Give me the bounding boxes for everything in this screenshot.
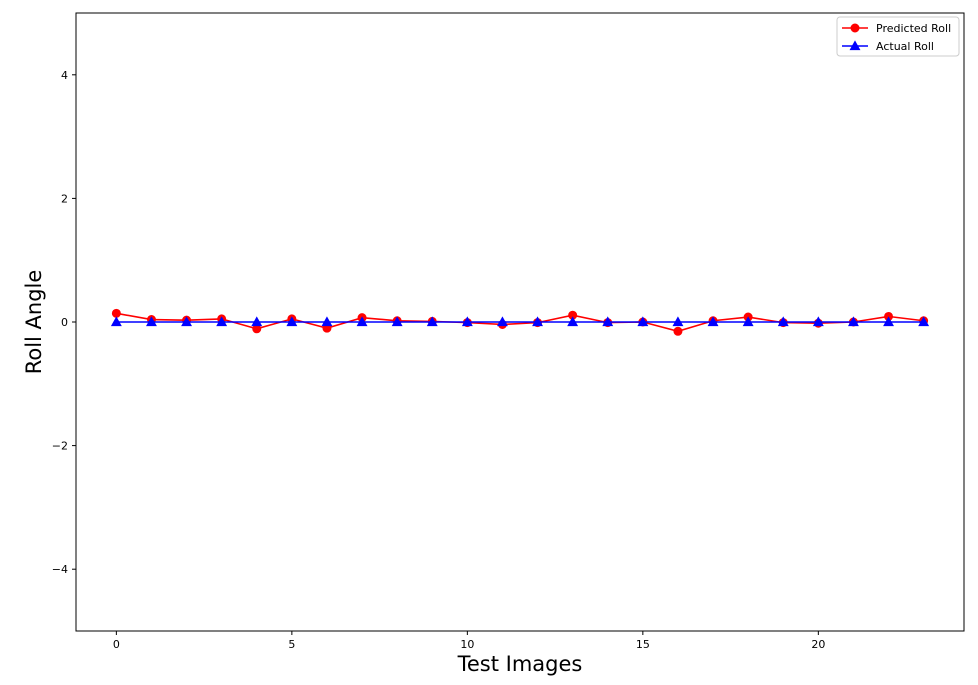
data-point-actual-roll bbox=[286, 316, 298, 327]
data-point-actual-roll bbox=[602, 316, 614, 327]
legend: Predicted Roll Actual Roll bbox=[836, 16, 960, 57]
data-point-actual-roll bbox=[251, 316, 263, 327]
y-tick-label: 0 bbox=[61, 316, 68, 329]
y-axis-ticks: −4 −2 0 2 4 bbox=[52, 69, 76, 576]
y-axis-title: Roll Angle bbox=[22, 270, 46, 375]
data-point-actual-roll bbox=[567, 316, 579, 327]
data-point-actual-roll bbox=[812, 316, 824, 327]
data-point-actual-roll bbox=[216, 316, 228, 327]
data-point-actual-roll bbox=[110, 316, 122, 327]
legend-entry-predicted-roll: Predicted Roll bbox=[842, 22, 951, 35]
data-point-actual-roll bbox=[321, 316, 333, 327]
x-tick-label: 20 bbox=[811, 638, 825, 651]
data-point-actual-roll bbox=[742, 316, 754, 327]
data-point-actual-roll bbox=[777, 316, 789, 327]
data-point-actual-roll bbox=[637, 316, 649, 327]
y-tick-label: −4 bbox=[52, 563, 68, 576]
legend-swatch-marker bbox=[850, 23, 860, 33]
series-layer bbox=[110, 308, 930, 336]
data-point-actual-roll bbox=[426, 316, 438, 327]
y-tick-label: 2 bbox=[61, 192, 68, 205]
y-tick-label: 4 bbox=[61, 69, 68, 82]
x-axis-title: Test Images bbox=[457, 652, 583, 676]
data-point-actual-roll bbox=[391, 316, 403, 327]
data-point-actual-roll bbox=[146, 316, 157, 327]
x-tick-label: 10 bbox=[460, 638, 474, 651]
data-point-actual-roll bbox=[181, 316, 193, 327]
data-point-predicted-roll bbox=[111, 308, 121, 318]
data-point-actual-roll bbox=[356, 316, 368, 327]
data-point-actual-roll bbox=[918, 316, 930, 327]
x-axis-ticks: 0 5 10 15 20 bbox=[113, 631, 825, 651]
legend-label: Actual Roll bbox=[876, 40, 934, 53]
legend-swatch-marker bbox=[849, 40, 861, 51]
data-point-actual-roll bbox=[847, 316, 859, 327]
x-tick-label: 5 bbox=[288, 638, 295, 651]
series-actual-roll bbox=[110, 316, 930, 327]
legend-label: Predicted Roll bbox=[876, 22, 951, 35]
data-point-actual-roll bbox=[532, 316, 543, 327]
data-point-actual-roll bbox=[461, 316, 473, 327]
legend-entry-actual-roll: Actual Roll bbox=[842, 40, 934, 53]
data-point-actual-roll bbox=[707, 316, 719, 327]
data-point-actual-roll bbox=[672, 316, 684, 327]
y-tick-label: −2 bbox=[52, 440, 68, 453]
data-point-predicted-roll bbox=[673, 326, 683, 336]
x-tick-label: 15 bbox=[636, 638, 650, 651]
data-point-actual-roll bbox=[497, 316, 508, 327]
x-tick-label: 0 bbox=[113, 638, 120, 651]
data-point-actual-roll bbox=[883, 316, 894, 327]
